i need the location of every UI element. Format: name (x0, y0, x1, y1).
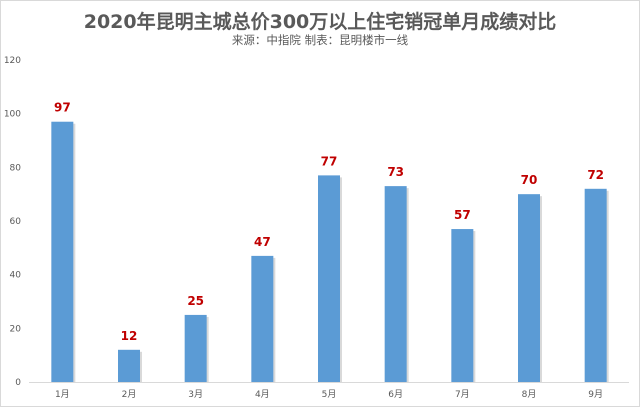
y-tick-label: 80 (10, 163, 22, 173)
x-tick-label: 4月 (255, 389, 270, 400)
bar (518, 194, 540, 382)
chart-subtitle: 来源：中指院 制表：昆明楼市一线 (231, 33, 409, 47)
bar (584, 188, 607, 382)
data-label: 12 (121, 329, 138, 343)
data-label: 70 (521, 173, 538, 187)
x-tick-label: 1月 (55, 389, 70, 400)
data-label: 47 (254, 235, 271, 249)
data-label: 57 (454, 208, 471, 222)
x-tick-label: 6月 (388, 389, 403, 400)
data-label: 72 (587, 168, 604, 182)
y-tick-label: 0 (15, 378, 21, 388)
bar (251, 255, 274, 382)
y-tick-label: 40 (10, 271, 22, 281)
data-label: 77 (321, 154, 338, 168)
x-tick-label: 9月 (588, 389, 603, 400)
y-tick-label: 20 (10, 324, 22, 334)
bar (451, 229, 474, 382)
bar (384, 186, 407, 382)
x-tick-label: 8月 (522, 389, 537, 400)
x-tick-label: 5月 (322, 389, 337, 400)
data-label: 25 (187, 294, 204, 308)
bar (118, 349, 140, 382)
data-label: 73 (387, 165, 404, 179)
data-label: 97 (54, 101, 71, 115)
y-tick-label: 120 (4, 56, 21, 66)
bar (51, 121, 74, 382)
chart-title: 2020年昆明主城总价300万以上住宅销冠单月成绩对比 (83, 11, 557, 33)
x-tick-label: 2月 (122, 389, 137, 400)
y-tick-label: 60 (10, 217, 22, 227)
x-tick-label: 7月 (455, 389, 470, 400)
x-tick-label: 3月 (188, 389, 203, 400)
y-tick-label: 100 (4, 110, 21, 120)
bar (184, 314, 207, 382)
bar (318, 175, 340, 382)
